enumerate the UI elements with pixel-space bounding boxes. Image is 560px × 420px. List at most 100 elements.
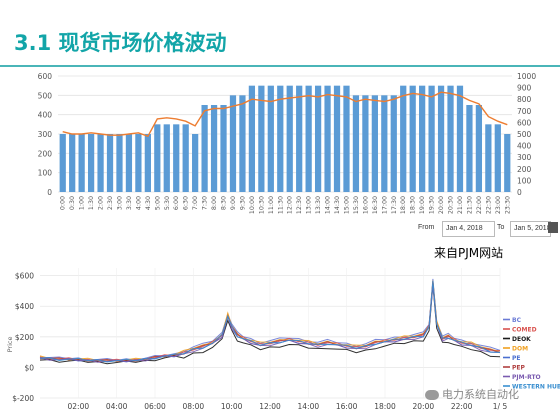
c1-x-tick: 7:30 <box>202 196 209 210</box>
c1-x-tick: 8:00 <box>211 196 218 210</box>
c1-bar <box>314 85 322 192</box>
c1-bar <box>192 134 199 192</box>
c1-x-tick: 23:00 <box>495 196 502 214</box>
c2-x-tick: 22:00 <box>451 402 473 411</box>
c1-bar <box>362 95 369 192</box>
c1-x-tick: 18:00 <box>400 196 407 214</box>
c1-x-tick: 6:00 <box>173 196 180 210</box>
c1-x-tick: 5:30 <box>164 196 171 210</box>
c1-x-tick: 14:30 <box>334 196 341 214</box>
c1-bar <box>286 85 293 192</box>
watermark: 电力系统自动化 <box>425 386 519 402</box>
c1-bar <box>390 95 397 192</box>
c2-x-tick: 16:00 <box>336 402 358 411</box>
c1-x-tick: 9:30 <box>239 196 246 210</box>
c1-x-tick: 19:30 <box>429 196 436 214</box>
c2-legend-label: COMED <box>512 327 537 334</box>
c1-y-right-tick: 300 <box>517 153 532 162</box>
from-date-input[interactable]: Jan 4, 2018 <box>442 221 495 237</box>
c2-x-tick: 20:00 <box>413 402 435 411</box>
calendar-icon[interactable] <box>548 222 558 233</box>
c1-bar <box>343 85 350 192</box>
c1-bar <box>419 85 426 192</box>
c1-x-tick: 22:30 <box>485 196 492 214</box>
c1-price-line <box>62 91 508 138</box>
c1-x-tick: 1:30 <box>88 196 95 210</box>
c2-legend-label: DEOK <box>512 336 531 343</box>
c1-bar <box>116 134 123 192</box>
c2-series-line <box>39 280 501 363</box>
c1-bar <box>267 85 274 192</box>
c1-bar <box>333 85 341 192</box>
from-label: From <box>418 224 435 231</box>
c1-y-right-tick: 600 <box>517 118 532 127</box>
c1-x-tick: 15:30 <box>353 196 360 214</box>
to-label: To <box>497 224 505 231</box>
watermark-text: 电力系统自动化 <box>442 388 519 401</box>
c1-bar <box>220 105 227 192</box>
c1-x-tick: 3:00 <box>116 196 123 210</box>
c1-y-left-tick: 400 <box>38 111 53 120</box>
c2-y-tick: $600 <box>15 272 34 281</box>
c1-x-tick: 4:30 <box>145 196 152 210</box>
c1-x-tick: 7:00 <box>192 196 199 210</box>
c2-legend-label: DOM <box>512 346 528 353</box>
wechat-icon <box>425 390 439 400</box>
c1-y-right-tick: 200 <box>517 165 532 174</box>
c1-bar <box>135 134 142 192</box>
c1-x-tick: 11:00 <box>268 196 275 214</box>
c1-x-tick: 12:30 <box>296 196 303 214</box>
c2-x-tick: 04:00 <box>106 402 128 411</box>
c1-bar <box>475 105 483 192</box>
c2-x-tick: 02:00 <box>68 402 90 411</box>
c1-bar <box>305 85 312 192</box>
c1-bar <box>258 85 265 192</box>
c1-x-tick: 12:00 <box>287 196 294 214</box>
lmp-price-chart: $600 $400 $200 $0 $-200 Price 02:00 04:00 06:00 0… <box>6 268 560 411</box>
c1-y-left-tick: 100 <box>38 169 53 178</box>
c1-bar <box>485 124 492 192</box>
c1-x-tick: 3:30 <box>126 196 133 210</box>
c1-bar <box>201 105 208 192</box>
c2-x-tick: 10:00 <box>221 402 243 411</box>
c1-bar <box>125 134 133 192</box>
c1-y-left-tick: 600 <box>38 72 53 81</box>
c1-bar <box>239 95 246 192</box>
c1-x-tick: 21:30 <box>466 196 473 214</box>
c1-bar <box>173 124 180 192</box>
demand-price-chart: 0 100 200 300 400 500 600 0 100 200 300 400 500 600 70… <box>38 72 537 214</box>
c2-y-tick: $400 <box>15 302 34 311</box>
c1-y-right-tick: 100 <box>517 176 532 185</box>
c1-x-tick: 17:30 <box>391 196 398 214</box>
c1-bar <box>409 85 416 192</box>
c1-x-tick: 17:00 <box>381 196 388 214</box>
c1-bar <box>248 85 256 192</box>
c1-x-tick: 10:30 <box>258 196 265 214</box>
c1-x-tick: 16:30 <box>372 196 379 214</box>
c1-y-right-tick: 1000 <box>517 72 536 81</box>
c1-y-right-tick: 800 <box>517 95 532 104</box>
c1-x-tick: 20:30 <box>448 196 455 214</box>
c1-x-tick: 20:00 <box>438 196 445 214</box>
c2-legend-label: PEP <box>512 365 525 372</box>
c1-y-right-tick: 900 <box>517 84 532 93</box>
c1-bar <box>324 85 331 192</box>
c2-y-tick: $0 <box>24 363 34 372</box>
to-date-input[interactable]: Jan 5, 2018 <box>510 221 551 237</box>
c1-y-right-tick: 700 <box>517 107 532 116</box>
c1-bar <box>400 85 407 192</box>
c1-x-tick: 18:30 <box>410 196 417 214</box>
c2-x-tick: 12:00 <box>259 402 281 411</box>
c2-legend-label: WESTERN HUB <box>512 384 560 391</box>
c1-bar <box>97 134 104 192</box>
c2-x-tick: 06:00 <box>144 402 166 411</box>
c1-x-tick: 11:30 <box>277 196 284 214</box>
c1-x-tick: 19:00 <box>419 196 426 214</box>
c1-y-right-tick: 500 <box>517 130 532 139</box>
c1-bar <box>428 85 435 192</box>
c1-x-tick: 4:00 <box>135 196 142 210</box>
c2-legend-label: PJM-RTO <box>512 374 541 381</box>
c1-y-right-tick: 0 <box>517 188 522 197</box>
c2-x-tick: 14:00 <box>298 402 320 411</box>
c1-bar <box>59 134 66 192</box>
